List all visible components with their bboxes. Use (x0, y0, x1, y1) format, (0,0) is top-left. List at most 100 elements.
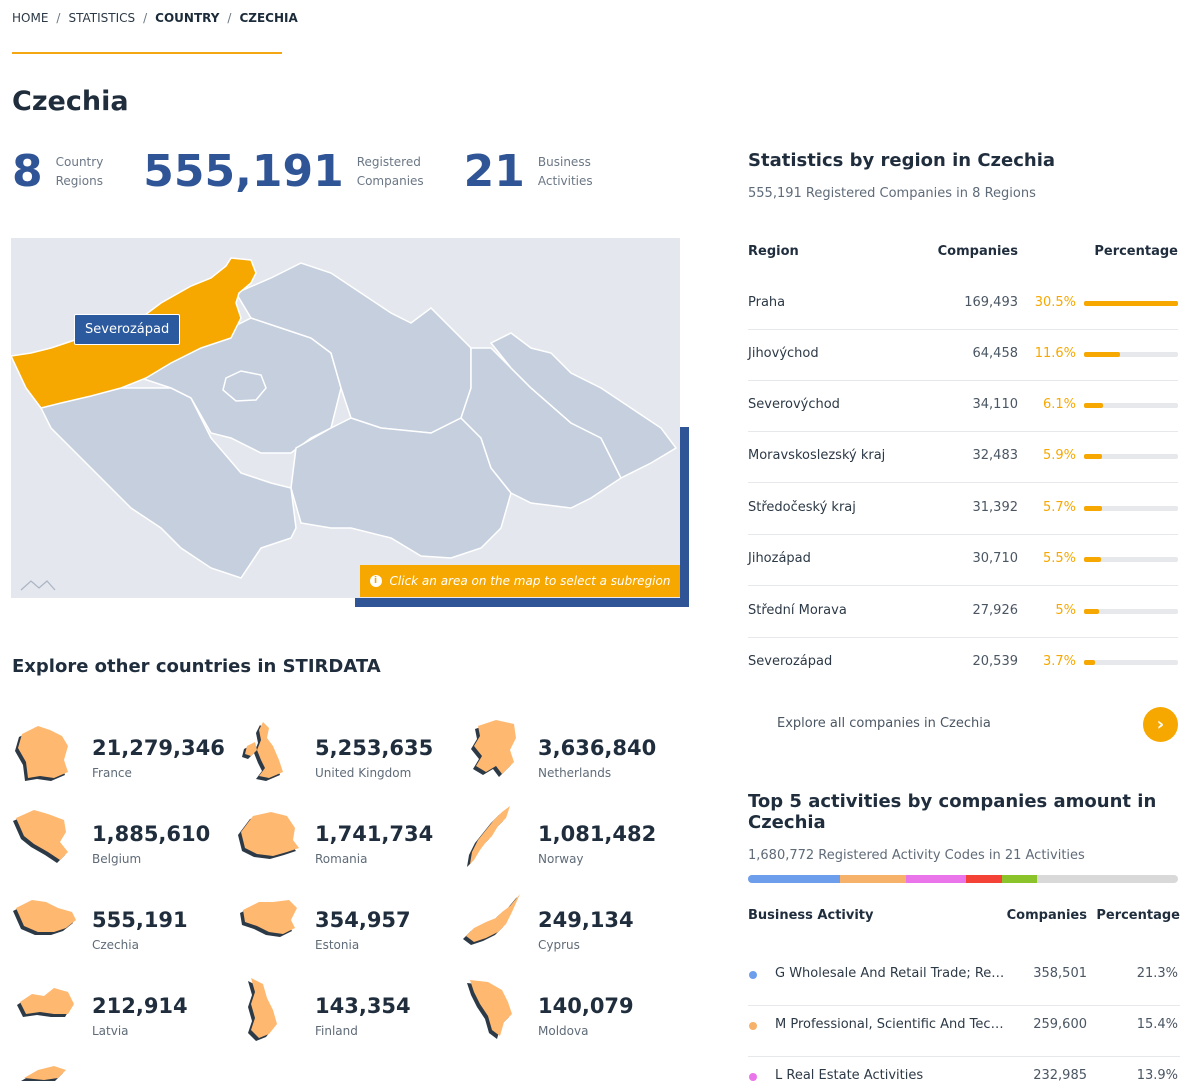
netherlands-map-icon (471, 720, 516, 777)
region-bar-fill (1084, 557, 1101, 562)
activity-count: 232,985 (1033, 1068, 1087, 1081)
activity-row[interactable]: M Professional, Scientific And Technical… (748, 1006, 1180, 1057)
country-count: 21,279,346 (92, 736, 225, 760)
activities-title: Top 5 activities by companies amount in … (748, 791, 1157, 833)
region-percentage: 11.6% (1034, 346, 1076, 361)
latvia-map-icon (17, 988, 74, 1017)
map-region-moravskoslezsky[interactable] (489, 332, 678, 480)
country-card-united-kingdom[interactable]: 5,253,635 United Kingdom (233, 716, 456, 786)
region-row[interactable]: Severovýchod 34,110 6.1% (748, 381, 1178, 432)
region-percentage: 5.9% (1042, 448, 1076, 463)
col-companies: Companies (1006, 908, 1087, 923)
activity-name: G Wholesale And Retail Trade; Repair Of … (775, 966, 1010, 981)
country-map-icon (21, 1066, 66, 1081)
country-card-partial[interactable] (10, 1060, 233, 1081)
country-card-latvia[interactable]: 212,914 Latvia (10, 974, 233, 1044)
country-card-france[interactable]: 21,279,346 France (10, 716, 233, 786)
country-count: 555,191 (92, 908, 188, 932)
activity-bar-segment (748, 875, 840, 883)
activity-row[interactable]: L Real Estate Activities 232,985 13.9% (748, 1057, 1180, 1081)
country-name: Latvia (92, 1024, 129, 1038)
region-row[interactable]: Severozápad 20,539 3.7% (748, 638, 1178, 689)
region-count: 64,458 (972, 346, 1019, 361)
country-count: 3,636,840 (538, 736, 657, 760)
country-stats: 8 Country Regions 555,191 Registered Compa… (12, 148, 633, 196)
region-bar-fill (1084, 403, 1103, 408)
country-card-finland[interactable]: 143,354 Finland (233, 974, 456, 1044)
region-count: 27,926 (972, 603, 1019, 618)
region-bar-fill (1084, 609, 1100, 614)
breadcrumb-country[interactable]: COUNTRY (155, 11, 220, 25)
region-row[interactable]: Jihozápad 30,710 5.5% (748, 535, 1178, 586)
stat-value: 555,191 (143, 146, 344, 197)
activity-percentage: 21.3% (1136, 966, 1178, 981)
region-name: Středočeský kraj (748, 500, 856, 515)
activity-row[interactable]: G Wholesale And Retail Trade; Repair Of … (748, 955, 1180, 1006)
czechia-map-icon (13, 900, 76, 935)
explore-all-button[interactable]: › (1143, 707, 1178, 742)
region-percentage: 3.7% (1042, 654, 1076, 669)
region-name: Jihovýchod (748, 346, 819, 361)
country-card-estonia[interactable]: 354,957 Estonia (233, 888, 456, 958)
region-count: 31,392 (972, 500, 1019, 515)
breadcrumb: HOME / STATISTICS / COUNTRY / CZECHIA (12, 11, 298, 25)
region-row[interactable]: Moravskoslezský kraj 32,483 5.9% (748, 432, 1178, 483)
activity-color-dot (749, 1022, 757, 1030)
col-percentage: Percentage (1094, 244, 1178, 259)
country-card-netherlands[interactable]: 3,636,840 Netherlands (456, 716, 679, 786)
explore-all-companies-link[interactable]: Explore all companies in Czechia (777, 716, 991, 731)
country-card-belgium[interactable]: 1,885,610 Belgium (10, 802, 233, 872)
activity-count: 358,501 (1033, 966, 1087, 981)
map-region-jihovychod[interactable] (290, 417, 512, 559)
country-name: Cyprus (538, 938, 580, 952)
activities-stacked-bar (748, 875, 1178, 883)
region-percentage: 5% (1055, 603, 1076, 618)
region-bar-track (1084, 301, 1178, 306)
activity-bar-segment (839, 875, 906, 883)
breadcrumb-statistics[interactable]: STATISTICS (68, 11, 136, 25)
country-count: 249,134 (538, 908, 634, 932)
region-row[interactable]: Středočeský kraj 31,392 5.7% (748, 484, 1178, 535)
region-map (11, 238, 680, 598)
country-count: 5,253,635 (315, 736, 434, 760)
activities-subtitle: 1,680,772 Registered Activity Codes in 2… (748, 848, 1085, 863)
region-percentage: 5.7% (1042, 500, 1076, 515)
breadcrumb-separator: / (143, 11, 148, 25)
region-name: Severovýchod (748, 397, 840, 412)
breadcrumb-underline (12, 52, 282, 54)
region-row[interactable]: Střední Morava 27,926 5% (748, 587, 1178, 638)
region-row[interactable]: Praha 169,493 30.5% (748, 279, 1178, 330)
country-card-moldova[interactable]: 140,079 Moldova (456, 974, 679, 1044)
regions-header: Statistics by region in Czechia 555,191 … (748, 150, 1178, 201)
stat-value: 21 (463, 146, 525, 197)
breadcrumb-separator: / (227, 11, 232, 25)
country-card-czechia[interactable]: 555,191 Czechia (10, 888, 233, 958)
country-card-norway[interactable]: 1,081,482 Norway (456, 802, 679, 872)
stat-companies: 555,191 Registered Companies (143, 148, 423, 196)
activity-name: M Professional, Scientific And Technical… (775, 1017, 1010, 1032)
map-logo-icon (20, 580, 56, 591)
region-bar-track (1084, 660, 1178, 665)
country-count: 1,885,610 (92, 822, 211, 846)
country-name: Moldova (538, 1024, 589, 1038)
country-count: 140,079 (538, 994, 634, 1018)
activities-header: Top 5 activities by companies amount in … (748, 791, 1178, 863)
breadcrumb-current: CZECHIA (239, 11, 298, 25)
regions-title: Statistics by region in Czechia (748, 150, 1056, 171)
map-region-praha[interactable] (222, 370, 267, 402)
activity-bar-segment (1001, 875, 1038, 883)
country-card-romania[interactable]: 1,741,734 Romania (233, 802, 456, 872)
country-count: 354,957 (315, 908, 411, 932)
region-bar-track (1084, 609, 1178, 614)
country-name: Belgium (92, 852, 142, 866)
country-name: Norway (538, 852, 584, 866)
activity-percentage: 15.4% (1136, 1017, 1178, 1032)
col-companies: Companies (937, 244, 1018, 259)
region-bar-track (1084, 454, 1178, 459)
region-name: Praha (748, 295, 786, 310)
region-row[interactable]: Jihovýchod 64,458 11.6% (748, 330, 1178, 381)
col-business-activity: Business Activity (748, 908, 874, 923)
activity-color-dot (749, 971, 757, 979)
breadcrumb-home[interactable]: HOME (12, 11, 49, 25)
country-card-cyprus[interactable]: 249,134 Cyprus (456, 888, 679, 958)
